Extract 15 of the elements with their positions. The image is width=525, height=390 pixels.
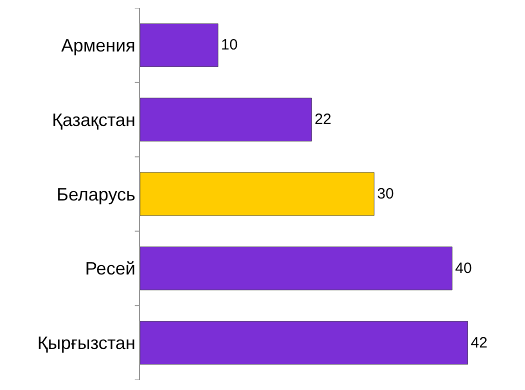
data-label: 22 <box>314 111 332 128</box>
bar <box>140 246 452 290</box>
y-tick-label: Армения <box>61 36 136 56</box>
y-tick-label: Қырғызстан <box>37 333 136 354</box>
y-tick-label: Ресей <box>85 258 136 279</box>
data-label: 40 <box>455 260 472 277</box>
bar <box>140 172 374 216</box>
y-tick-label: Қазақстан <box>52 110 136 130</box>
y-tick-label: Беларусь <box>56 184 136 204</box>
data-label: 30 <box>377 186 394 202</box>
data-label: 42 <box>470 334 488 352</box>
bar <box>140 23 218 68</box>
data-label: 10 <box>221 36 238 54</box>
bar <box>140 320 468 365</box>
bar <box>140 98 312 142</box>
